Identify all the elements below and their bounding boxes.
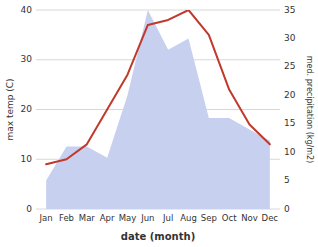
temperature-line bbox=[46, 10, 270, 164]
grid bbox=[36, 10, 280, 209]
y2-tick-label: 25 bbox=[284, 61, 295, 71]
x-tick-label: Jan bbox=[39, 213, 53, 223]
x-tick-label: Nov bbox=[241, 213, 258, 223]
x-tick-label: Aug bbox=[180, 213, 197, 223]
y2-tick-label: 20 bbox=[284, 90, 296, 100]
y-tick-label: 20 bbox=[21, 104, 33, 114]
y2-tick-label: 15 bbox=[284, 118, 295, 128]
x-tick-label: Feb bbox=[59, 213, 74, 223]
y-tick-label: 10 bbox=[21, 154, 33, 164]
chart: 0 10 20 30 40 max temp (C) 0 5 10 15 20 25 30 35 med. … bbox=[0, 0, 318, 247]
y-tick-label: 0 bbox=[26, 204, 32, 214]
y2-tick-label: 0 bbox=[284, 204, 290, 214]
grid-line bbox=[36, 10, 280, 11]
x-tick-label: May bbox=[119, 213, 137, 223]
x-axis: Jan Feb Mar Apr MayJun Jul Aug Sep Oct Nov Dec date… bbox=[39, 213, 279, 242]
y-axis: 0 10 20 30 40 max temp (C) bbox=[5, 5, 33, 214]
y2-tick-label: 35 bbox=[284, 5, 295, 15]
x-tick-label: Jul bbox=[162, 213, 173, 223]
y2-tick-label: 10 bbox=[284, 147, 296, 157]
plot-area bbox=[46, 10, 270, 209]
x-axis-label: date (month) bbox=[121, 231, 195, 242]
y-tick-label: 30 bbox=[21, 54, 33, 64]
y-axis-label: max temp (C) bbox=[5, 78, 15, 140]
y2-tick-label: 5 bbox=[284, 175, 290, 185]
x-tick-label: Sep bbox=[201, 213, 217, 223]
precipitation-area bbox=[46, 10, 270, 209]
y2-tick-label: 30 bbox=[284, 33, 296, 43]
y2-axis-label: med. precipitation (kg/m2) bbox=[305, 56, 314, 163]
y-tick-label: 40 bbox=[21, 5, 33, 15]
x-tick-label: Oct bbox=[222, 213, 237, 223]
x-tick-label: Mar bbox=[79, 213, 96, 223]
x-tick-label: Jun bbox=[140, 213, 154, 223]
x-tick-label: Apr bbox=[100, 213, 115, 223]
x-tick-label: Dec bbox=[262, 213, 279, 223]
y2-axis: 0 5 10 15 20 25 30 35 med. precipitation (kg/m2) bbox=[284, 5, 314, 214]
